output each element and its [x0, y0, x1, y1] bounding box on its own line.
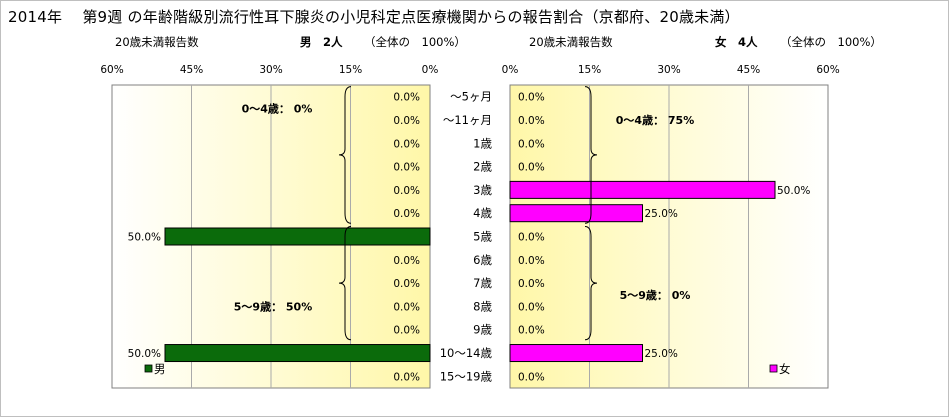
right-brace-5-9	[584, 226, 598, 341]
male-bar	[164, 227, 431, 246]
male-data-label: 0.0%	[393, 278, 420, 290]
male-data-label: 0.0%	[393, 185, 420, 197]
male-group-annotation: 5～9歳： 50%	[234, 299, 312, 313]
right-share: （全体の 100%）	[780, 35, 882, 49]
female-data-label: 25.0%	[645, 208, 678, 220]
left-count-label: 20歳未満報告数	[115, 35, 199, 49]
female-data-label: 0.0%	[518, 371, 545, 383]
left-tick-label: 60%	[100, 64, 123, 76]
male-data-label: 50.0%	[128, 348, 161, 360]
category-label: 2歳	[473, 160, 492, 174]
female-group-annotation: 0～4歳： 75%	[616, 113, 694, 127]
male-data-label: 0.0%	[393, 255, 420, 267]
male-data-label: 0.0%	[393, 138, 420, 150]
category-label: 6歳	[473, 253, 492, 267]
female-data-label: 0.0%	[518, 325, 545, 337]
category-label: ～5ヶ月	[450, 90, 492, 104]
male-group-annotation: 0～4歳： 0%	[242, 101, 313, 115]
category-label: 4歳	[473, 206, 492, 220]
category-label: ～11ヶ月	[443, 113, 492, 127]
legend-swatch-male	[144, 364, 153, 373]
left-tick-label: 15%	[339, 64, 362, 76]
female-data-label: 25.0%	[645, 348, 678, 360]
chart-title: 2014年 第9週 の年齢階級別流行性耳下腺炎の小児科定点医療機関からの報告割合…	[8, 8, 740, 26]
male-data-label: 0.0%	[393, 92, 420, 104]
category-label: 8歳	[473, 299, 492, 313]
female-data-label: 0.0%	[518, 232, 545, 244]
female-data-label: 50.0%	[777, 185, 810, 197]
left-tick-label: 45%	[180, 64, 203, 76]
right-tick-label: 30%	[657, 64, 680, 76]
female-bar	[509, 204, 643, 223]
category-label: 3歳	[473, 183, 492, 197]
left-tick-label: 30%	[259, 64, 282, 76]
male-data-label: 0.0%	[393, 208, 420, 220]
left-share: （全体の 100%）	[364, 35, 466, 49]
category-label: 15～19歳	[440, 369, 493, 383]
right-sex-count: 女 4人	[715, 35, 758, 49]
legend-swatch-female	[769, 364, 778, 373]
legend-label-male: 男	[154, 362, 166, 376]
right-tick-label: 0%	[502, 64, 519, 76]
right-tick-label: 15%	[578, 64, 601, 76]
female-group-annotation: 5～9歳： 0%	[620, 288, 691, 302]
female-bar	[509, 344, 643, 363]
female-data-label: 0.0%	[518, 301, 545, 313]
left-brace-0-4	[338, 86, 352, 224]
right-count-label: 20歳未満報告数	[529, 35, 613, 49]
female-data-label: 0.0%	[518, 255, 545, 267]
left-sex-count: 男 2人	[300, 35, 343, 49]
male-data-label: 0.0%	[393, 301, 420, 313]
female-data-label: 0.0%	[518, 138, 545, 150]
category-label: 5歳	[473, 230, 492, 244]
right-tick-label: 60%	[816, 64, 839, 76]
category-label: 10～14歳	[440, 346, 493, 360]
male-data-label: 0.0%	[393, 162, 420, 174]
category-label: 1歳	[473, 136, 492, 150]
female-data-label: 0.0%	[518, 115, 545, 127]
male-data-label: 0.0%	[393, 371, 420, 383]
male-data-label: 50.0%	[128, 232, 161, 244]
right-brace-0-4	[584, 86, 598, 224]
left-tick-label: 0%	[422, 64, 439, 76]
category-label: 9歳	[473, 323, 492, 337]
female-data-label: 0.0%	[518, 278, 545, 290]
male-data-label: 0.0%	[393, 325, 420, 337]
left-brace-5-9	[338, 226, 352, 341]
male-data-label: 0.0%	[393, 115, 420, 127]
female-bar	[509, 180, 776, 199]
female-data-label: 0.0%	[518, 162, 545, 174]
category-label: 7歳	[473, 276, 492, 290]
legend-label-female: 女	[779, 362, 791, 376]
female-data-label: 0.0%	[518, 92, 545, 104]
right-tick-label: 45%	[737, 64, 760, 76]
male-bar	[164, 344, 431, 363]
